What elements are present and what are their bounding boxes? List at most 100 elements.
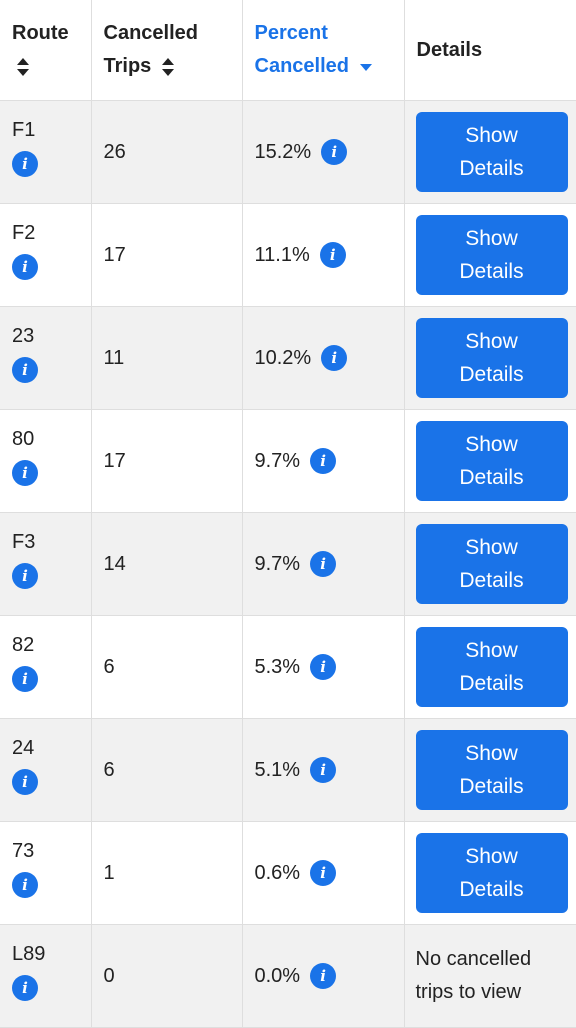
percent-cancelled-cell: 0.0% i	[242, 925, 404, 1028]
table-row: 80 i 17 9.7% i Show Details	[0, 410, 576, 513]
route-cell: F3 i	[0, 513, 91, 616]
cancelled-trips-cell: 17	[91, 204, 242, 307]
percent-cancelled-cell: 10.2% i	[242, 307, 404, 410]
table-header-row: Route Cancelled Trips Percent Cancelled …	[0, 0, 576, 101]
details-cell: Show Details	[404, 204, 576, 307]
sort-desc-icon[interactable]	[359, 62, 373, 72]
percent-cancelled-cell: 0.6% i	[242, 822, 404, 925]
route-cell: F1 i	[0, 101, 91, 204]
details-cell: Show Details	[404, 410, 576, 513]
details-cell: Show Details	[404, 307, 576, 410]
cancelled-trips-cell: 1	[91, 822, 242, 925]
cancelled-trips-header[interactable]: Cancelled Trips	[91, 0, 242, 101]
info-icon[interactable]: i	[310, 963, 336, 989]
info-icon[interactable]: i	[321, 345, 347, 371]
route-cell: L89 i	[0, 925, 91, 1028]
table-row: 73 i 1 0.6% i Show Details	[0, 822, 576, 925]
cancelled-trips-cell: 11	[91, 307, 242, 410]
show-details-button[interactable]: Show Details	[416, 524, 568, 604]
show-details-button[interactable]: Show Details	[416, 730, 568, 810]
route-name: F2	[12, 220, 91, 246]
info-icon[interactable]: i	[12, 872, 38, 898]
no-cancelled-trips-text: No cancelled trips to view	[416, 943, 576, 1009]
table-row: F1 i 26 15.2% i Show Details	[0, 101, 576, 204]
details-cell: Show Details	[404, 719, 576, 822]
route-name: 23	[12, 323, 91, 349]
table-row: F3 i 14 9.7% i Show Details	[0, 513, 576, 616]
info-icon[interactable]: i	[12, 357, 38, 383]
details-cell: No cancelled trips to view	[404, 925, 576, 1028]
route-cell: 24 i	[0, 719, 91, 822]
route-name: 24	[12, 735, 91, 761]
percent-cancelled-cell: 11.1% i	[242, 204, 404, 307]
route-header[interactable]: Route	[0, 0, 91, 101]
info-icon[interactable]: i	[12, 460, 38, 486]
show-details-button[interactable]: Show Details	[416, 112, 568, 192]
table-row: 24 i 6 5.1% i Show Details	[0, 719, 576, 822]
sort-both-icon[interactable]	[161, 57, 175, 77]
info-icon[interactable]: i	[12, 254, 38, 280]
info-icon[interactable]: i	[310, 654, 336, 680]
info-icon[interactable]: i	[321, 139, 347, 165]
percent-cancelled-cell: 15.2% i	[242, 101, 404, 204]
show-details-button[interactable]: Show Details	[416, 421, 568, 501]
route-cell: 80 i	[0, 410, 91, 513]
show-details-button[interactable]: Show Details	[416, 215, 568, 295]
table-row: L89 i 0 0.0% i No cancelled trips to view	[0, 925, 576, 1028]
details-cell: Show Details	[404, 101, 576, 204]
info-icon[interactable]: i	[310, 757, 336, 783]
percent-value: 10.2%	[255, 347, 312, 370]
route-cell: F2 i	[0, 204, 91, 307]
percent-value: 0.6%	[255, 862, 301, 885]
cancelled-trips-cell: 17	[91, 410, 242, 513]
percent-cancelled-cell: 9.7% i	[242, 410, 404, 513]
percent-cancelled-cell: 9.7% i	[242, 513, 404, 616]
route-name: 82	[12, 632, 91, 658]
table-row: 23 i 11 10.2% i Show Details	[0, 307, 576, 410]
cancelled-trips-cell: 0	[91, 925, 242, 1028]
route-name: L89	[12, 941, 91, 967]
percent-value: 11.1%	[255, 244, 310, 267]
percent-cancelled-cell: 5.1% i	[242, 719, 404, 822]
route-cell: 82 i	[0, 616, 91, 719]
sort-both-icon[interactable]	[16, 57, 30, 77]
percent-value: 5.3%	[255, 656, 301, 679]
percent-value: 9.7%	[255, 450, 301, 473]
cancelled-trips-cell: 6	[91, 616, 242, 719]
percent-value: 15.2%	[255, 141, 312, 164]
route-name: F1	[12, 117, 91, 143]
cancelled-trips-cell: 26	[91, 101, 242, 204]
info-icon[interactable]: i	[12, 151, 38, 177]
percent-value: 5.1%	[255, 759, 301, 782]
info-icon[interactable]: i	[310, 551, 336, 577]
show-details-button[interactable]: Show Details	[416, 833, 568, 913]
route-name: 80	[12, 426, 91, 452]
percent-value: 9.7%	[255, 553, 301, 576]
table-row: 82 i 6 5.3% i Show Details	[0, 616, 576, 719]
cancelled-trips-cell: 14	[91, 513, 242, 616]
show-details-button[interactable]: Show Details	[416, 318, 568, 398]
details-header-label: Details	[417, 39, 483, 61]
info-icon[interactable]: i	[12, 666, 38, 692]
route-cell: 23 i	[0, 307, 91, 410]
info-icon[interactable]: i	[310, 860, 336, 886]
cancelled-trips-cell: 6	[91, 719, 242, 822]
details-cell: Show Details	[404, 616, 576, 719]
details-cell: Show Details	[404, 822, 576, 925]
route-name: 73	[12, 838, 91, 864]
percent-cancelled-cell: 5.3% i	[242, 616, 404, 719]
info-icon[interactable]: i	[320, 242, 346, 268]
route-cell: 73 i	[0, 822, 91, 925]
percent-cancelled-header[interactable]: Percent Cancelled	[242, 0, 404, 101]
route-name: F3	[12, 529, 91, 555]
table-row: F2 i 17 11.1% i Show Details	[0, 204, 576, 307]
info-icon[interactable]: i	[310, 448, 336, 474]
info-icon[interactable]: i	[12, 975, 38, 1001]
info-icon[interactable]: i	[12, 769, 38, 795]
info-icon[interactable]: i	[12, 563, 38, 589]
show-details-button[interactable]: Show Details	[416, 627, 568, 707]
percent-value: 0.0%	[255, 965, 301, 988]
cancelled-trips-header-label: Cancelled Trips	[104, 22, 198, 77]
details-cell: Show Details	[404, 513, 576, 616]
